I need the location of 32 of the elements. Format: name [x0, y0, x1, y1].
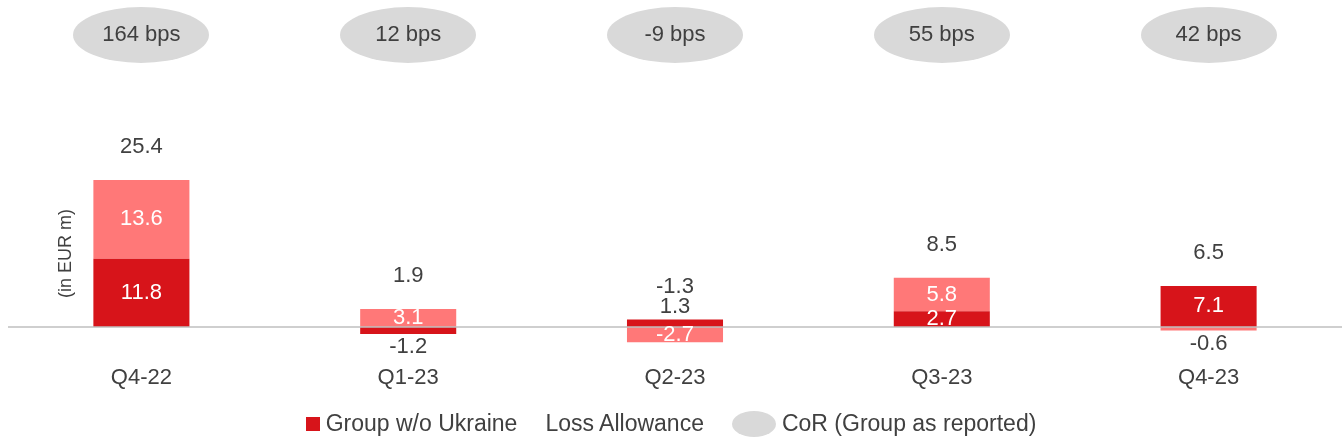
- bar: [1160, 285, 1257, 327]
- data-label: -1.2: [389, 332, 428, 358]
- data-label: 2.7: [926, 305, 958, 331]
- total-label: 25.4: [119, 133, 163, 159]
- x-tick-label: Q1-23: [377, 363, 439, 389]
- legend-title: Loss Allowance: [545, 410, 704, 437]
- x-tick-label: Q4-23: [1178, 363, 1240, 389]
- bar: [626, 319, 724, 327]
- legend-label: Group w/o Ukraine: [325, 410, 518, 437]
- x-tick-label: Q4-22: [110, 363, 172, 389]
- text: -9 bps: [644, 21, 706, 47]
- text: 55 bps: [908, 21, 975, 47]
- total-label: 1.9: [392, 262, 424, 288]
- data-label: 5.8: [926, 280, 958, 306]
- data-label: 7.1: [1193, 292, 1224, 318]
- data-label: 13.6: [119, 205, 163, 231]
- text: 42 bps: [1175, 21, 1242, 47]
- bar: [93, 258, 190, 327]
- total-label: 8.5: [926, 230, 958, 256]
- data-label: 11.8: [120, 278, 162, 304]
- bar: [893, 277, 990, 312]
- x-tick-label: Q3-23: [911, 363, 973, 389]
- total-label: 6.5: [1193, 238, 1224, 264]
- data-label: -0.6: [1189, 329, 1228, 355]
- text: 12 bps: [375, 21, 442, 47]
- bar: [93, 180, 190, 259]
- data-label: 3.1: [392, 304, 424, 330]
- text: 164 bps: [102, 21, 181, 47]
- data-label: -2.7: [656, 320, 694, 346]
- x-tick-label: Q2-23: [644, 363, 706, 389]
- text: CoR (Group as reported): [781, 410, 1037, 437]
- y-axis-title: (in EUR m): [54, 208, 75, 298]
